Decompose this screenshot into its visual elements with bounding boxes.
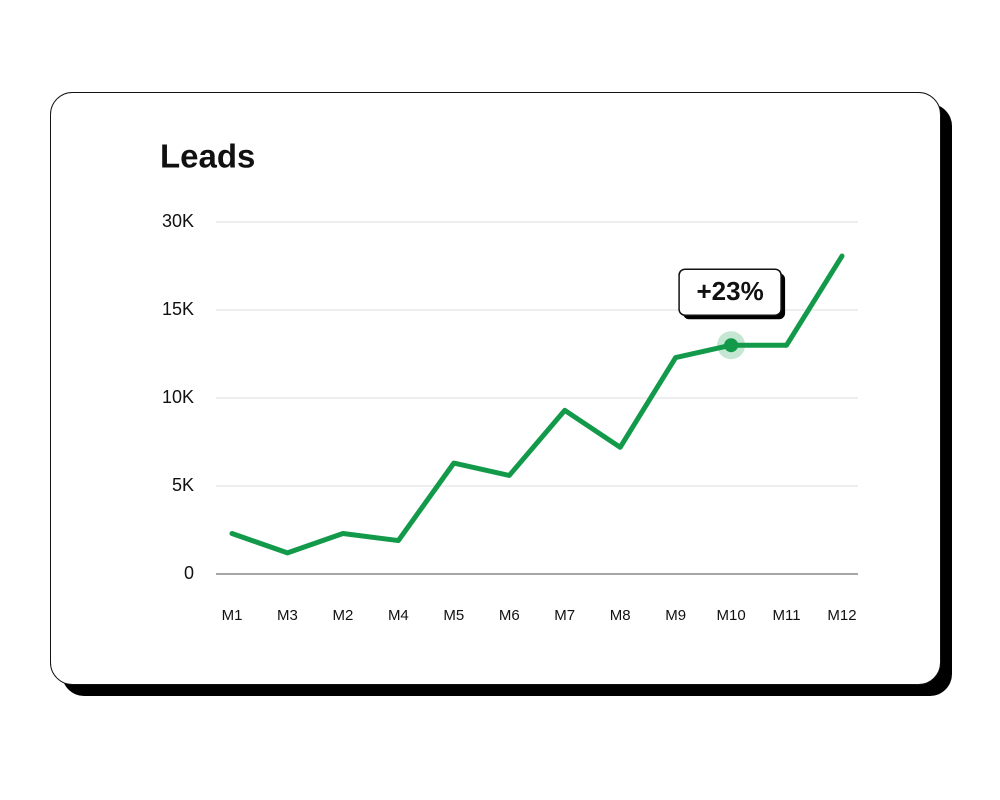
y-tick-label: 0 bbox=[184, 563, 194, 583]
x-tick-label: M9 bbox=[665, 607, 686, 624]
x-tick-label: M5 bbox=[443, 607, 464, 624]
card bbox=[50, 92, 941, 685]
x-tick-label: M8 bbox=[610, 607, 631, 624]
x-tick-label: M4 bbox=[388, 607, 409, 624]
x-tick-label: M12 bbox=[827, 607, 856, 624]
y-tick-label: 15K bbox=[162, 299, 194, 319]
x-tick-label: M7 bbox=[554, 607, 575, 624]
x-tick-label: M3 bbox=[277, 607, 298, 624]
chart-title: Leads bbox=[160, 138, 255, 175]
x-tick-label: M6 bbox=[499, 607, 520, 624]
x-tick-label: M10 bbox=[716, 607, 745, 624]
line bbox=[229, 253, 845, 556]
y-tick-label: 10K bbox=[162, 387, 194, 407]
x-tick-label: M1 bbox=[222, 607, 243, 624]
y-tick-label: 30K bbox=[162, 211, 194, 231]
annotation-text: +23% bbox=[696, 276, 763, 306]
x-tick-label: M11 bbox=[773, 607, 801, 624]
x-tick-label: M2 bbox=[332, 607, 353, 624]
annotation-box bbox=[678, 268, 782, 316]
highlight-point bbox=[724, 338, 739, 353]
y-tick-label: 5K bbox=[172, 475, 194, 495]
